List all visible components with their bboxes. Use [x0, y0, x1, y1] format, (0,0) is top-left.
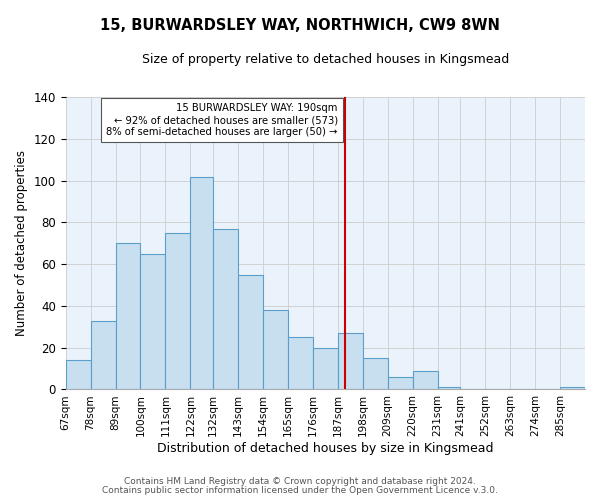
- Bar: [190, 176, 213, 390]
- Bar: [116, 244, 140, 390]
- Y-axis label: Number of detached properties: Number of detached properties: [15, 150, 28, 336]
- X-axis label: Distribution of detached houses by size in Kingsmead: Distribution of detached houses by size …: [157, 442, 494, 455]
- Bar: [388, 377, 413, 390]
- Bar: [313, 348, 338, 390]
- Bar: [91, 320, 116, 390]
- Title: Size of property relative to detached houses in Kingsmead: Size of property relative to detached ho…: [142, 52, 509, 66]
- Bar: [437, 388, 460, 390]
- Text: Contains HM Land Registry data © Crown copyright and database right 2024.: Contains HM Land Registry data © Crown c…: [124, 477, 476, 486]
- Bar: [338, 333, 363, 390]
- Text: Contains public sector information licensed under the Open Government Licence v.: Contains public sector information licen…: [102, 486, 498, 495]
- Bar: [288, 338, 313, 390]
- Bar: [213, 228, 238, 390]
- Bar: [263, 310, 288, 390]
- Bar: [363, 358, 388, 390]
- Bar: [238, 274, 263, 390]
- Bar: [166, 233, 190, 390]
- Text: 15, BURWARDSLEY WAY, NORTHWICH, CW9 8WN: 15, BURWARDSLEY WAY, NORTHWICH, CW9 8WN: [100, 18, 500, 32]
- Bar: [413, 370, 437, 390]
- Bar: [560, 388, 585, 390]
- Text: 15 BURWARDSLEY WAY: 190sqm
← 92% of detached houses are smaller (573)
8% of semi: 15 BURWARDSLEY WAY: 190sqm ← 92% of deta…: [106, 104, 338, 136]
- Bar: [140, 254, 166, 390]
- Bar: [65, 360, 91, 390]
